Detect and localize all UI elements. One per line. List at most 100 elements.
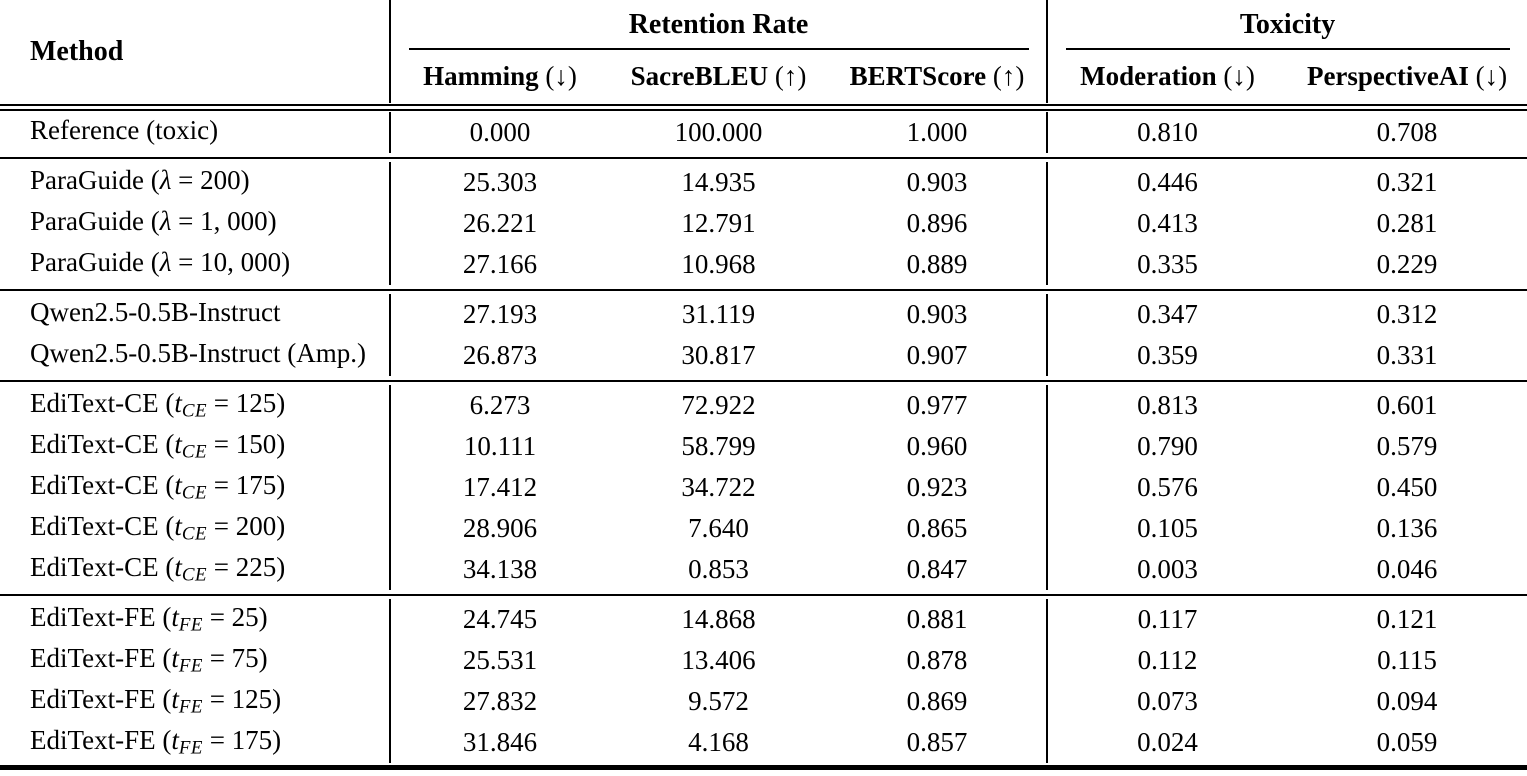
table-row: ParaGuide (λ = 10, 000) 27.166 10.968 0.889… [0, 244, 1527, 285]
value-cell: 0.105 [1046, 508, 1288, 549]
value-cell: 25.303 [389, 162, 609, 203]
value-cell: 14.935 [681, 167, 756, 197]
method-cell: EdiText-FE (tFE = 175) [0, 722, 390, 763]
table-row: EdiText-CE (tCE = 200) 28.906 7.640 0.865 0.… [0, 508, 1527, 549]
math-subscript: FE [178, 655, 203, 677]
down-arrow-icon: (↓) [1223, 61, 1255, 91]
method-text: EdiText-CE ( [30, 511, 175, 542]
value-cell: 0.601 [1376, 390, 1438, 420]
table-row: EdiText-CE (tCE = 175) 17.412 34.722 0.923 0… [0, 467, 1527, 508]
math-subscript: FE [178, 614, 203, 636]
method-text: ParaGuide ( [30, 165, 160, 196]
table-body: Reference (toxic) 0.000 100.000 1.000 0.810 0… [0, 112, 1527, 772]
header-double-rule [0, 103, 1527, 112]
method-text: EdiText-CE ( [30, 470, 175, 501]
value-cell: 0.073 [1046, 681, 1288, 722]
value-cell: 0.347 [1046, 294, 1288, 335]
method-text: Qwen2.5-0.5B-Instruct [30, 297, 281, 328]
group-header-retention-rate: Retention Rate [388, 0, 1048, 50]
table-bottom-rule-line [0, 765, 1527, 770]
method-cell: EdiText-FE (tFE = 25) [0, 599, 390, 640]
method-text: EdiText-FE ( [30, 643, 172, 674]
method-column-header: Method [30, 35, 124, 67]
metric-header-row: Hamming (↓) SacreBLEU (↑) BERTScore (↑) … [0, 50, 1527, 103]
column-header-bertscore: BERTScore (↑) [828, 50, 1047, 103]
value-cell: 0.977 [906, 390, 968, 420]
table-row: EdiText-CE (tCE = 225) 34.138 0.853 0.847 0.… [0, 549, 1527, 590]
table-row: EdiText-FE (tFE = 25) 24.745 14.868 0.881 0.… [0, 599, 1527, 640]
metric-name: SacreBLEU [630, 61, 769, 91]
value-cell: 9.572 [688, 686, 749, 716]
table-row: EdiText-FE (tFE = 125) 27.832 9.572 0.869 0.… [0, 681, 1527, 722]
value-cell: 0.878 [906, 645, 968, 675]
math-variable: t [171, 684, 179, 715]
metric-name: Moderation [1080, 61, 1217, 91]
group-separator-rule [0, 376, 1527, 385]
value-cell: 100.000 [674, 117, 763, 147]
method-text: EdiText-CE ( [30, 388, 175, 419]
table-row: EdiText-CE (tCE = 150) 10.111 58.799 0.960 0… [0, 426, 1527, 467]
math-variable: t [171, 725, 179, 756]
math-subscript: CE [181, 482, 207, 504]
group-separator-rule-line [0, 288, 1527, 291]
metric-name: PerspectiveAI [1306, 61, 1469, 91]
up-arrow-icon: (↑) [774, 61, 807, 91]
math-subscript: CE [181, 523, 207, 545]
value-cell: 0.024 [1046, 722, 1288, 763]
method-cell: ParaGuide (λ = 10, 000) [0, 244, 390, 285]
table-row: Qwen2.5-0.5B-Instruct (Amp.) 26.873 30.817… [0, 335, 1527, 376]
value-cell: 0.896 [906, 208, 968, 238]
value-cell: 0.960 [906, 431, 968, 461]
math-subscript: CE [181, 400, 207, 422]
math-variable: t [174, 511, 182, 542]
down-arrow-icon: (↓) [545, 61, 577, 91]
method-text: ParaGuide ( [30, 247, 160, 278]
value-cell: 0.331 [1376, 340, 1438, 370]
value-cell: 0.881 [906, 604, 968, 634]
math-variable: t [171, 643, 179, 674]
value-cell: 0.121 [1376, 604, 1438, 634]
table-bottom-rule [0, 763, 1527, 772]
value-cell: 0.000 [389, 112, 609, 153]
method-cell: ParaGuide (λ = 1, 000) [0, 203, 390, 244]
group-separator-rule-line [0, 593, 1527, 596]
value-cell: 34.138 [389, 549, 609, 590]
table-row: EdiText-CE (tCE = 125) 6.273 72.922 0.977 0.… [0, 385, 1527, 426]
method-text: ParaGuide ( [30, 206, 160, 237]
method-text: = 200) [206, 511, 286, 542]
value-cell: 27.832 [389, 681, 609, 722]
value-cell: 0.321 [1376, 167, 1438, 197]
math-subscript: CE [181, 441, 207, 463]
method-text: = 175) [206, 470, 286, 501]
method-text: = 75) [202, 643, 268, 674]
value-cell: 0.869 [906, 686, 968, 716]
column-header-perspectiveai: PerspectiveAI (↓) [1287, 50, 1527, 103]
value-cell: 26.873 [389, 335, 609, 376]
value-cell: 0.312 [1376, 299, 1438, 329]
math-subscript: FE [178, 737, 203, 759]
value-cell: 0.359 [1046, 335, 1288, 376]
math-variable: λ [159, 247, 172, 278]
method-cell: EdiText-CE (tCE = 125) [0, 385, 390, 426]
value-cell: 0.335 [1046, 244, 1288, 285]
math-variable: t [171, 602, 179, 633]
value-cell: 10.111 [389, 426, 609, 467]
value-cell: 1.000 [906, 117, 968, 147]
value-cell: 14.868 [681, 604, 756, 634]
table-row: Reference (toxic) 0.000 100.000 1.000 0.810 0… [0, 112, 1527, 153]
method-text: EdiText-FE ( [30, 684, 172, 715]
value-cell: 0.889 [906, 249, 968, 279]
metric-name: Hamming [423, 61, 539, 91]
method-text: EdiText-CE ( [30, 552, 175, 583]
value-cell: 10.968 [681, 249, 756, 279]
value-cell: 0.112 [1046, 640, 1288, 681]
method-text: = 1, 000) [171, 206, 277, 237]
metric-name: BERTScore [849, 61, 987, 91]
value-cell: 28.906 [389, 508, 609, 549]
group-header-toxicity: Toxicity [1046, 0, 1527, 50]
group-separator-rule [0, 285, 1527, 294]
method-text: = 125) [206, 388, 286, 419]
value-cell: 0.576 [1046, 467, 1288, 508]
method-text: EdiText-CE ( [30, 429, 175, 460]
value-cell: 24.745 [389, 599, 609, 640]
